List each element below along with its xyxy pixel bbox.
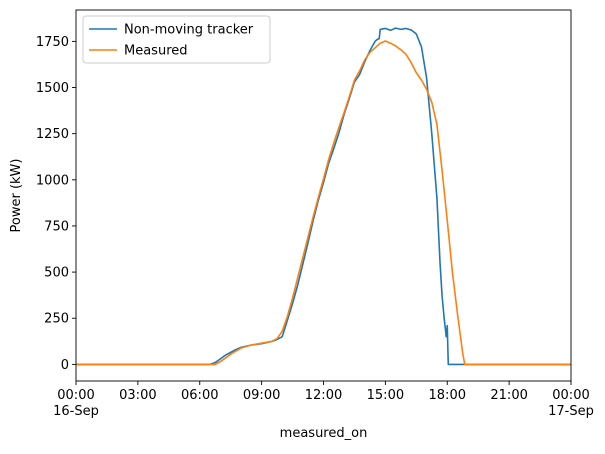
x-axis-label: measured_on (280, 426, 368, 441)
x-tick-label: 21:00 (490, 388, 527, 403)
y-tick-label: 750 (44, 219, 69, 234)
y-tick-label: 1750 (36, 35, 69, 50)
y-tick-label: 250 (44, 312, 69, 327)
legend-box (82, 15, 271, 64)
x-tick-label: 15:00 (367, 388, 404, 403)
plot-frame (75, 9, 572, 382)
y-axis: 0 250 500 750 1000 1250 1500 1750 (36, 35, 76, 373)
x-tick-label: 00:00 (552, 388, 589, 403)
x-tick-sublabel: 16-Sep (53, 404, 99, 419)
legend: Non-moving tracker Measured (82, 15, 271, 64)
legend-label-1: Measured (124, 44, 188, 59)
y-axis-label: Power (kW) (9, 159, 24, 233)
y-tick-label: 0 (61, 358, 69, 373)
x-tick-label: 09:00 (243, 388, 280, 403)
legend-label-0: Non-moving tracker (124, 23, 254, 38)
x-tick-sublabel: 17-Sep (548, 404, 594, 419)
y-tick-label: 1500 (36, 81, 69, 96)
x-tick-label: 00:00 (57, 388, 94, 403)
series-line-1 (76, 40, 571, 366)
y-tick-label: 500 (44, 266, 69, 281)
y-tick-label: 1000 (36, 173, 69, 188)
series-layer (76, 27, 571, 366)
x-tick-label: 18:00 (429, 388, 466, 403)
x-tick-label: 06:00 (181, 388, 218, 403)
series-line-0 (76, 27, 571, 366)
x-tick-label: 12:00 (305, 388, 342, 403)
y-tick-label: 1250 (36, 127, 69, 142)
x-tick-label: 03:00 (119, 388, 156, 403)
